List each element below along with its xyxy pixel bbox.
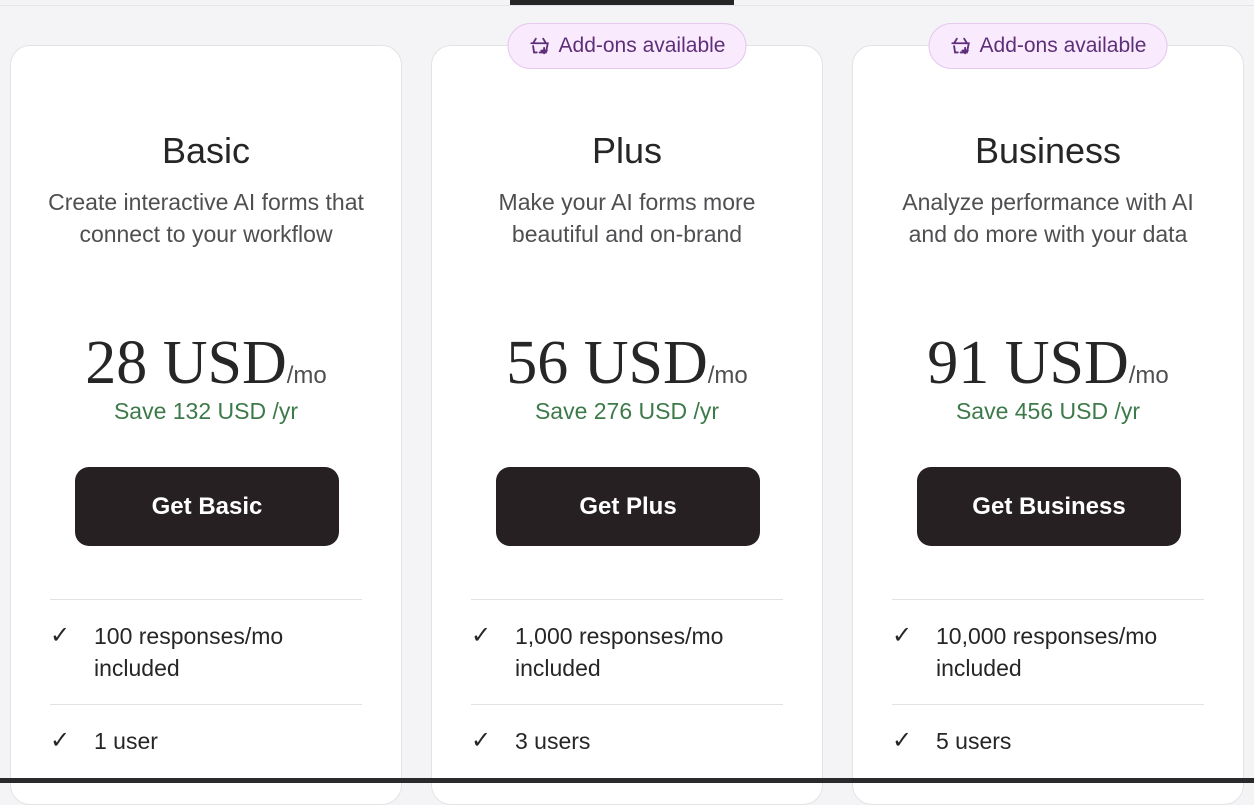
addons-badge: Add-ons available bbox=[507, 23, 747, 69]
check-icon: ✓ bbox=[50, 622, 71, 649]
plan-card-business: Add-ons available Business Analyze perfor… bbox=[852, 23, 1244, 805]
feature-list: ✓ 100 responses/mo included ✓ 1 user bbox=[50, 599, 362, 777]
feature-item: ✓ 5 users bbox=[892, 704, 1204, 777]
check-icon: ✓ bbox=[892, 727, 913, 754]
plan-description: Create interactive AI forms that connect… bbox=[48, 189, 364, 247]
feature-text: 10,000 responses/mo included bbox=[936, 623, 1158, 681]
active-tab-indicator bbox=[510, 0, 734, 5]
feature-item: ✓ 1 user bbox=[50, 704, 362, 777]
feature-item: ✓ 100 responses/mo included bbox=[50, 599, 362, 704]
yearly-savings: Save 132 USD /yr bbox=[113, 398, 299, 424]
feature-list: ✓ 1,000 responses/mo included ✓ 3 users bbox=[471, 599, 783, 777]
feature-text: 1,000 responses/mo included bbox=[515, 623, 724, 681]
plan-name: Business bbox=[974, 130, 1122, 171]
feature-list: ✓ 10,000 responses/mo included ✓ 5 users bbox=[892, 599, 1204, 777]
feature-text: 100 responses/mo included bbox=[94, 623, 284, 681]
feature-text: 1 user bbox=[94, 728, 158, 754]
plan-description: Make your AI forms more beautiful and on… bbox=[498, 189, 756, 247]
plan-description: Analyze performance with AI and do more … bbox=[902, 189, 1194, 247]
get-basic-button[interactable]: Get Basic bbox=[75, 467, 339, 546]
plan-price: 28 USD/mo bbox=[11, 328, 401, 399]
feature-item: ✓ 10,000 responses/mo included bbox=[892, 599, 1204, 704]
feature-item: ✓ 3 users bbox=[471, 704, 783, 777]
plan-price: 56 USD/mo bbox=[432, 328, 822, 399]
bottom-bar bbox=[0, 778, 1254, 783]
feature-text: 3 users bbox=[515, 728, 591, 754]
get-plus-button[interactable]: Get Plus bbox=[496, 467, 760, 546]
price-period: /mo bbox=[707, 362, 748, 389]
plan-name: Basic bbox=[161, 130, 251, 171]
basket-plus-icon bbox=[951, 37, 970, 55]
feature-text: 5 users bbox=[936, 728, 1012, 754]
feature-item: ✓ 1,000 responses/mo included bbox=[471, 599, 783, 704]
yearly-savings: Save 456 USD /yr bbox=[955, 398, 1141, 424]
check-icon: ✓ bbox=[892, 622, 913, 649]
price-amount: 56 USD bbox=[506, 329, 708, 397]
price-amount: 28 USD bbox=[85, 329, 287, 397]
addons-badge-label: Add-ons available bbox=[558, 34, 726, 57]
divider bbox=[0, 5, 1254, 6]
addons-badge: Add-ons available bbox=[928, 23, 1168, 69]
addons-badge-label: Add-ons available bbox=[979, 34, 1147, 57]
price-period: /mo bbox=[286, 362, 327, 389]
get-business-button[interactable]: Get Business bbox=[917, 467, 1181, 546]
price-period: /mo bbox=[1128, 362, 1169, 389]
check-icon: ✓ bbox=[471, 622, 492, 649]
plan-price: 91 USD/mo bbox=[853, 328, 1243, 399]
basket-plus-icon bbox=[530, 37, 549, 55]
plan-card-plus: Add-ons available Plus Make your AI forms… bbox=[431, 23, 823, 805]
plan-name: Plus bbox=[591, 130, 663, 171]
yearly-savings: Save 276 USD /yr bbox=[534, 398, 720, 424]
check-icon: ✓ bbox=[50, 727, 71, 754]
plan-card-basic: Basic Create interactive AI forms that c… bbox=[10, 45, 402, 805]
price-amount: 91 USD bbox=[927, 329, 1129, 397]
check-icon: ✓ bbox=[471, 727, 492, 754]
